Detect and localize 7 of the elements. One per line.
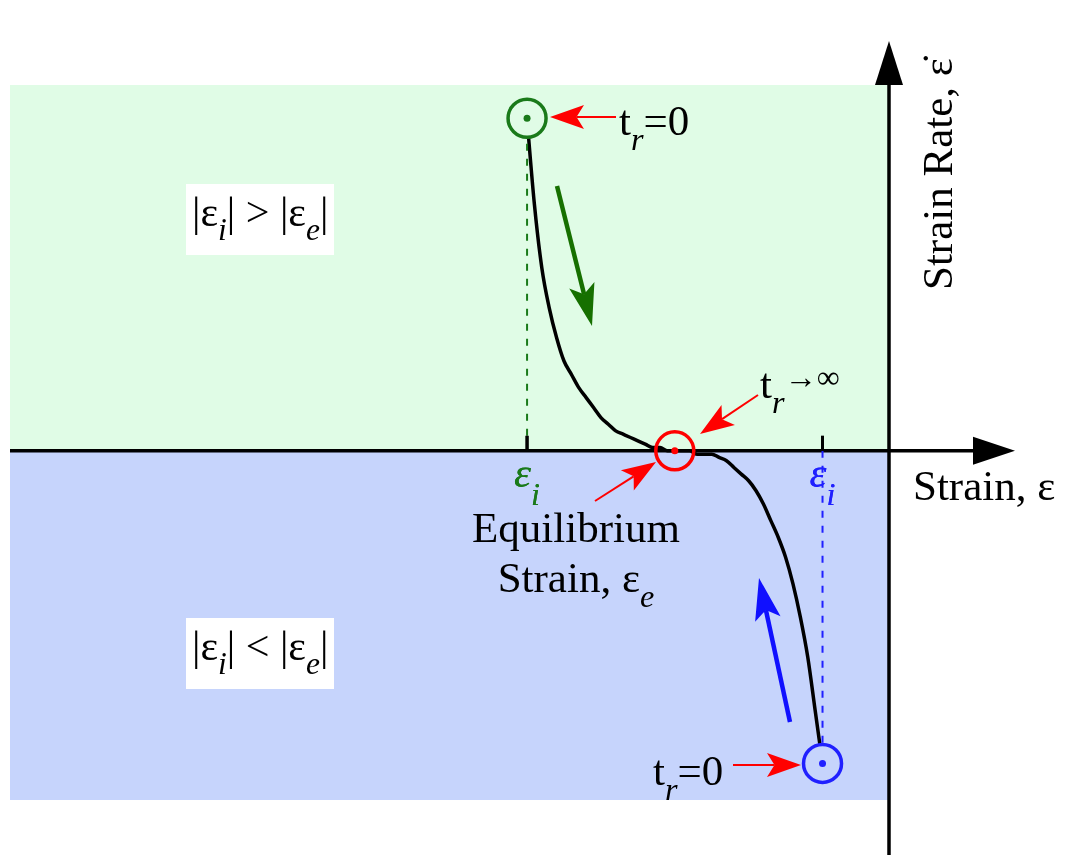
annotation: t$_{r}$=0 (653, 747, 724, 807)
x-tick-label: ε$_{i}$ (809, 448, 836, 512)
band-label: |ε$_{i}$| > |ε$_{e}$| (186, 184, 335, 255)
x-axis-title: Strain, ε (913, 462, 1056, 509)
band-label: |ε$_{i}$| < |ε$_{e}$| (186, 618, 335, 689)
y-axis-title: Strain Rate, ε̇ (914, 55, 961, 290)
annotation: t$_{r}$=0 (619, 97, 690, 157)
